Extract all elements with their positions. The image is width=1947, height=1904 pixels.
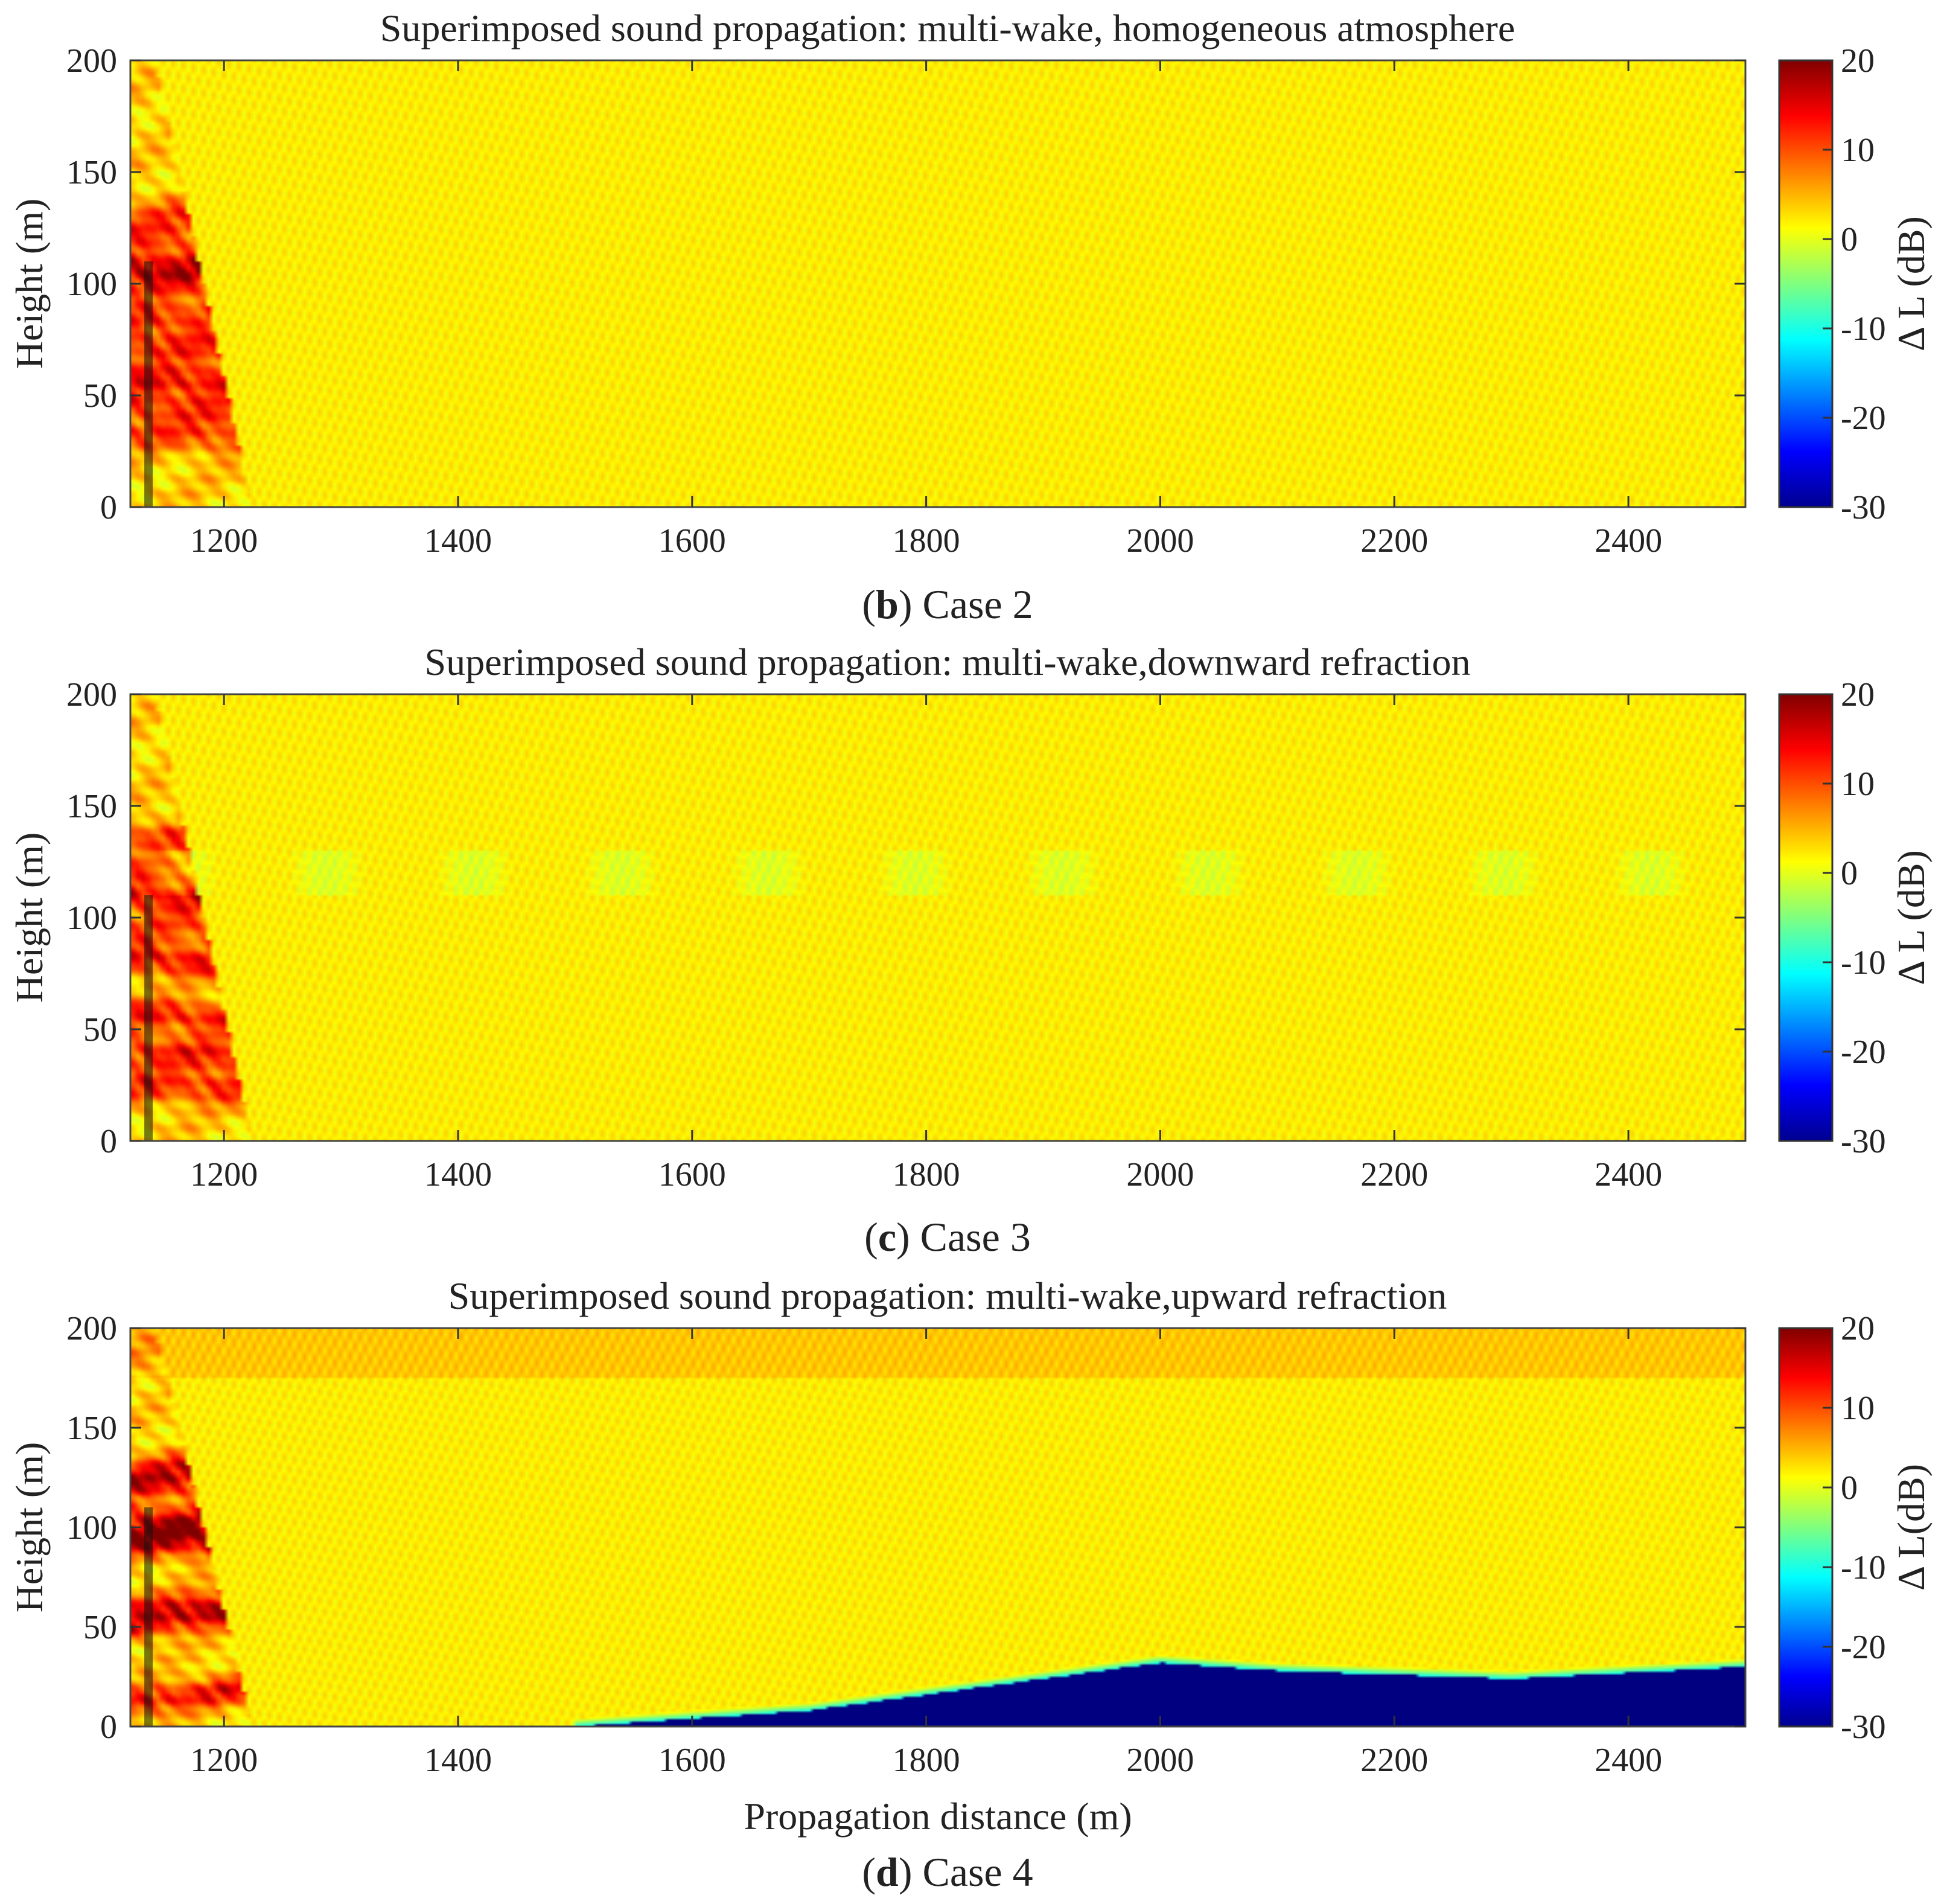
panel-c: Superimposed sound propagation: multi-wa… <box>8 641 1933 1260</box>
source-column-c <box>144 895 153 1141</box>
colorbar-tick-label: -30 <box>1841 489 1886 526</box>
colorbar-tick-label: -10 <box>1841 944 1886 982</box>
heatmap-image-c <box>130 694 1745 1141</box>
x-tick-label: 1600 <box>658 1156 726 1193</box>
y-tick-label: 50 <box>83 377 117 415</box>
x-tick-label: 2000 <box>1126 1156 1194 1193</box>
y-tick-label: 50 <box>83 1011 117 1049</box>
colorbar-tick-label: -20 <box>1841 1629 1886 1666</box>
panel-d-caption-text: ) Case 4 <box>899 1849 1033 1895</box>
panel-d-title: Superimposed sound propagation: multi-wa… <box>448 1274 1447 1317</box>
x-tick-label: 1400 <box>424 522 492 560</box>
panel-c-colorbar <box>1778 693 1834 1142</box>
panel-d-heatmap <box>130 1328 1745 1727</box>
panel-b: Superimposed sound propagation: multi-wa… <box>8 7 1933 627</box>
source-column-b <box>144 261 153 507</box>
colorbar-tick-label: 10 <box>1841 132 1875 169</box>
x-tick-label: 2400 <box>1595 522 1662 560</box>
panel-b-colorbar-label: Δ L (dB) <box>1890 216 1933 351</box>
panel-c-heatmap <box>130 694 1745 1141</box>
y-tick-label: 0 <box>100 1708 117 1746</box>
y-tick-label: 200 <box>66 676 117 714</box>
colorbar-tick-label: -30 <box>1841 1123 1886 1160</box>
heatmap-image-b <box>130 60 1745 507</box>
y-tick-label: 100 <box>66 266 117 303</box>
colorbar-tick-label: 0 <box>1841 1469 1858 1507</box>
colorbar-tick-label: 20 <box>1841 676 1875 714</box>
x-tick-label: 2400 <box>1595 1156 1662 1193</box>
x-tick-label: 1800 <box>893 1742 960 1779</box>
y-tick-label: 100 <box>66 899 117 937</box>
panel-c-axes: 1200 1400 1600 1800 2000 2200 2400 0 50 100 150 200 <box>66 676 1745 1193</box>
panel-b-caption: (b) Case 2 <box>862 581 1033 627</box>
x-tick-label: 1800 <box>893 1156 960 1193</box>
panel-b-heatmap <box>130 60 1745 507</box>
x-tick-label: 1800 <box>893 522 960 560</box>
y-tick-label: 0 <box>100 489 117 526</box>
panel-d-axes: 1200 1400 1600 1800 2000 2200 2400 0 50 100 150 200 <box>66 1310 1745 1779</box>
panel-d: Superimposed sound propagation: multi-wa… <box>8 1274 1933 1895</box>
colorbar-tick-label: 10 <box>1841 765 1875 803</box>
colorbar-tick-label: -10 <box>1841 1549 1886 1586</box>
y-tick-label: 50 <box>83 1609 117 1646</box>
x-tick-label: 2000 <box>1126 522 1194 560</box>
panel-b-axes: 1200 1400 1600 1800 2000 2200 2400 0 50 100 150 200 <box>66 42 1745 560</box>
panel-c-caption-text: ) Case 3 <box>896 1214 1031 1260</box>
colorbar-tick-label: -20 <box>1841 400 1886 437</box>
panel-c-title: Superimposed sound propagation: multi-wa… <box>425 641 1471 683</box>
x-tick-label: 1200 <box>190 1156 258 1193</box>
y-tick-label: 200 <box>66 1310 117 1347</box>
x-tick-label: 1600 <box>658 1742 726 1779</box>
colorbar-tick-label: 0 <box>1841 855 1858 892</box>
panel-c-caption-letter: c <box>878 1214 896 1260</box>
colorbar-tick-label: 10 <box>1841 1390 1875 1427</box>
panel-d-caption-letter: d <box>876 1849 899 1895</box>
x-tick-label: 2000 <box>1126 1742 1194 1779</box>
panel-d-colorbar-ticks: -30 -20 -10 0 10 20 <box>1823 1310 1886 1746</box>
panel-b-caption-letter: b <box>876 581 899 627</box>
colorbar-tick-label: -10 <box>1841 310 1886 348</box>
source-column-d <box>144 1507 153 1727</box>
x-tick-label: 2200 <box>1360 522 1428 560</box>
colorbar-tick-label: -30 <box>1841 1708 1886 1746</box>
colorbar-tick-label: 20 <box>1841 1310 1875 1347</box>
x-tick-label: 2200 <box>1360 1156 1428 1193</box>
panel-b-caption-text: ) Case 2 <box>899 581 1033 627</box>
panel-c-ylabel: Height (m) <box>8 832 51 1003</box>
heatmap-image-d <box>130 1328 1745 1727</box>
panel-d-colorbar <box>1778 1327 1834 1728</box>
panel-b-title: Superimposed sound propagation: multi-wa… <box>380 7 1515 50</box>
x-tick-label: 1600 <box>658 522 726 560</box>
x-tick-label: 2200 <box>1360 1742 1428 1779</box>
y-tick-label: 100 <box>66 1509 117 1547</box>
panel-c-colorbar-ticks: -30 -20 -10 0 10 20 <box>1823 676 1886 1160</box>
panel-b-ylabel: Height (m) <box>8 199 51 369</box>
panel-c-colorbar-label: Δ L (dB) <box>1890 850 1933 985</box>
colorbar-tick-label: 0 <box>1841 221 1858 258</box>
panel-b-colorbar-ticks: -30 -20 -10 0 10 20 <box>1823 42 1886 526</box>
y-tick-label: 0 <box>100 1123 117 1160</box>
x-tick-label: 2400 <box>1595 1742 1662 1779</box>
panel-d-xlabel: Propagation distance (m) <box>744 1795 1132 1838</box>
panel-d-ylabel: Height (m) <box>8 1442 51 1613</box>
y-tick-label: 200 <box>66 42 117 80</box>
panel-d-caption: (d) Case 4 <box>862 1849 1033 1895</box>
y-tick-label: 150 <box>66 788 117 825</box>
panel-d-colorbar-label: Δ L(dB) <box>1890 1464 1933 1591</box>
panel-c-caption: (c) Case 3 <box>864 1214 1031 1260</box>
x-tick-label: 1400 <box>424 1742 492 1779</box>
x-tick-label: 1200 <box>190 522 258 560</box>
y-tick-label: 150 <box>66 154 117 191</box>
panel-b-colorbar <box>1778 59 1834 508</box>
x-tick-label: 1400 <box>424 1156 492 1193</box>
y-tick-label: 150 <box>66 1410 117 1447</box>
x-tick-label: 1200 <box>190 1742 258 1779</box>
colorbar-tick-label: -20 <box>1841 1033 1886 1071</box>
colorbar-tick-label: 20 <box>1841 42 1875 80</box>
